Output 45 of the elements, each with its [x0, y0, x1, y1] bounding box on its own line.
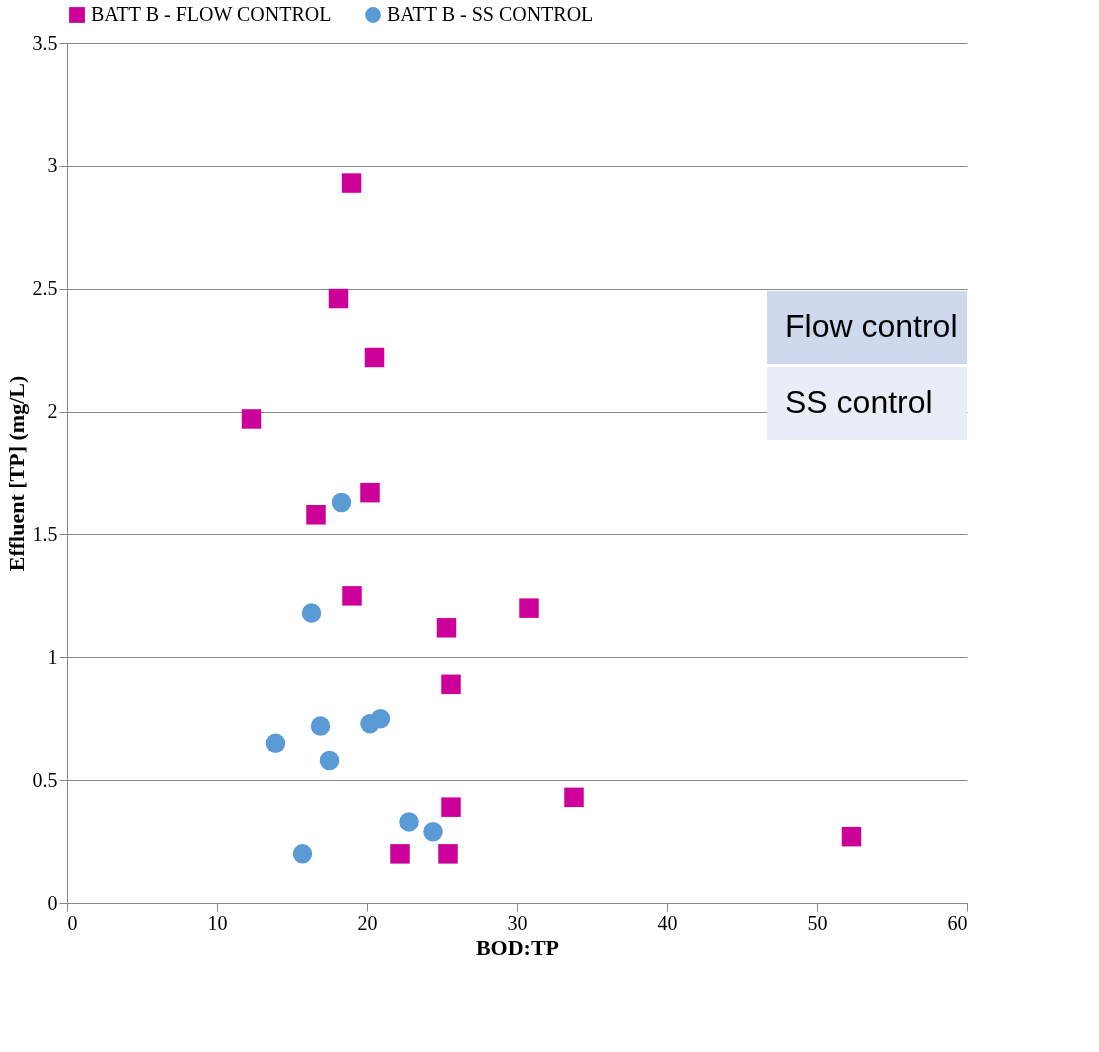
y-tick-label: 3 [47, 154, 58, 177]
y-tick-label: 0.5 [32, 768, 58, 791]
point [399, 812, 419, 832]
point [564, 787, 584, 808]
point [301, 603, 322, 623]
y-tick-label: 1 [47, 645, 58, 668]
x-tick-label: 10 [207, 911, 228, 934]
y-tick-label: 2 [47, 400, 58, 423]
x-tick-label: 40 [657, 911, 678, 934]
point [360, 482, 380, 503]
point [436, 618, 457, 638]
legend-label: BATT B - FLOW CONTROL [91, 3, 332, 25]
point [328, 288, 349, 309]
point [331, 492, 352, 513]
point [390, 844, 410, 864]
legend-label: BATT B - SS CONTROL [387, 3, 594, 25]
x-axis-title: BOD:TP [475, 934, 560, 960]
point [360, 713, 380, 734]
annotation: SS control [785, 384, 933, 420]
y-tick-label: 1.5 [32, 522, 58, 545]
point [841, 826, 862, 847]
x-tick-label: 20 [357, 911, 378, 934]
point [441, 797, 461, 817]
y-axis-title: Effluent [TP] (mg/L) [3, 375, 29, 572]
y-tick-label: 0 [47, 891, 58, 914]
y-tick-label: 2.5 [32, 277, 58, 300]
x-tick-label: 0 [67, 911, 78, 934]
point [423, 822, 443, 842]
point [292, 844, 313, 864]
x-tick-label: 60 [947, 911, 968, 934]
point [441, 674, 461, 695]
point [265, 733, 286, 754]
point [306, 505, 326, 525]
x-tick-label: 50 [807, 911, 828, 934]
point [241, 409, 262, 429]
annotation: Flow control [785, 308, 958, 344]
point [342, 586, 362, 606]
point [319, 750, 340, 771]
point [341, 173, 362, 193]
x-tick-label: 30 [507, 911, 528, 934]
point [364, 347, 385, 368]
point [310, 716, 331, 736]
point [438, 844, 458, 864]
point [519, 598, 539, 618]
y-tick-label: 3.5 [32, 31, 58, 54]
